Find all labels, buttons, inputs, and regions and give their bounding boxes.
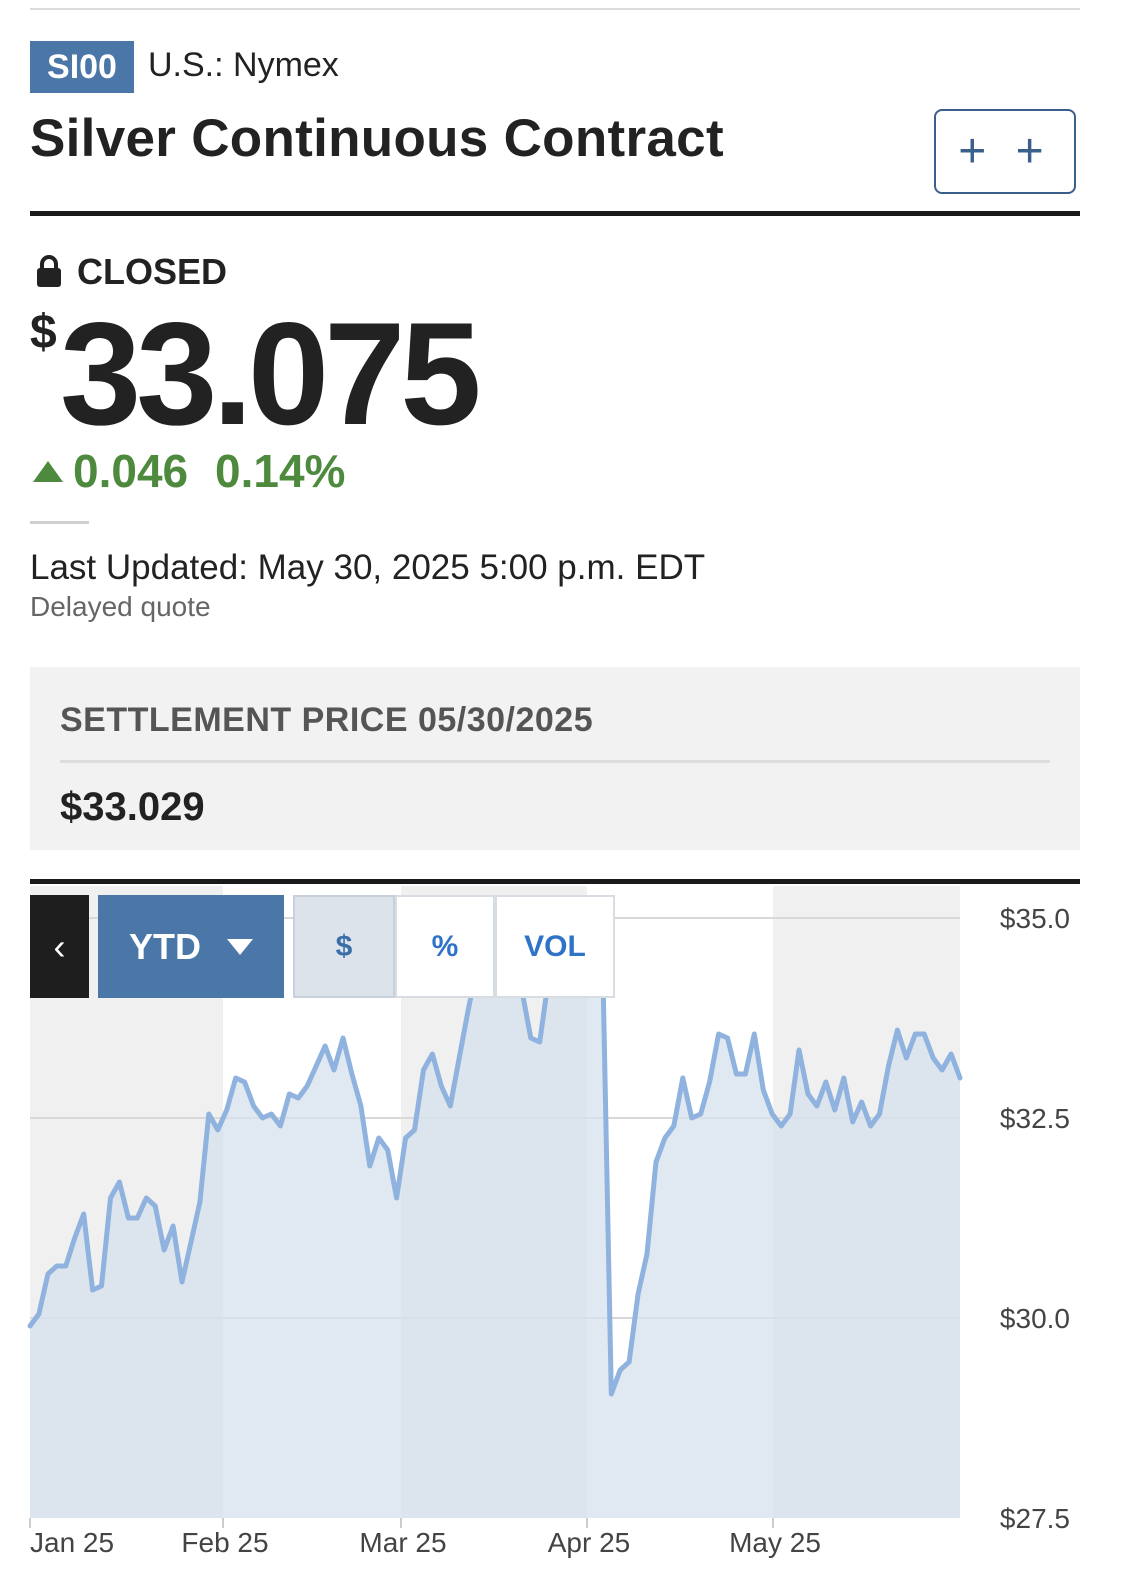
x-tick-label: Mar 25: [359, 1527, 446, 1558]
add-to-watchlist-button[interactable]: + +: [934, 109, 1076, 194]
top-divider: [30, 8, 1080, 10]
x-tick-label: Apr 25: [548, 1527, 631, 1558]
chart-back-button[interactable]: ‹: [30, 895, 89, 998]
range-dropdown[interactable]: YTD: [98, 895, 284, 998]
x-tick-label: Jan 25: [30, 1527, 114, 1558]
mode-dollar-button[interactable]: $: [293, 895, 395, 998]
last-updated: Last Updated: May 30, 2025 5:00 p.m. EDT: [30, 548, 706, 587]
header-divider: [30, 211, 1080, 216]
price-area: [30, 914, 960, 1518]
y-tick-label: $27.5: [1000, 1503, 1070, 1534]
delayed-quote-note: Delayed quote: [30, 591, 211, 622]
range-label: YTD: [129, 925, 201, 967]
price-change: 0.046: [73, 445, 189, 497]
chevron-down-icon: [227, 938, 253, 955]
mode-volume-button[interactable]: VOL: [495, 895, 615, 998]
up-arrow-icon: [33, 461, 63, 482]
chart-divider: [30, 879, 1080, 884]
settlement-panel: SETTLEMENT PRICE 05/30/2025 $33.029: [30, 667, 1080, 850]
market-status: CLOSED: [77, 251, 228, 292]
y-tick-label: $32.5: [1000, 1103, 1070, 1134]
ticker-badge: SI00: [30, 41, 134, 93]
price-change-percent: 0.14%: [215, 445, 346, 497]
small-divider: [30, 521, 89, 524]
mode-percent-button[interactable]: %: [395, 895, 495, 998]
settlement-label: SETTLEMENT PRICE 05/30/2025: [60, 701, 594, 739]
settlement-divider: [60, 760, 1050, 763]
exchange-label: U.S.: Nymex: [148, 46, 339, 84]
y-tick-label: $35.0: [1000, 903, 1070, 934]
currency-symbol: $: [30, 306, 57, 359]
page-title: Silver Continuous Contract: [30, 109, 724, 168]
x-tick-label: Feb 25: [181, 1527, 268, 1558]
last-price: 33.075: [60, 292, 482, 455]
y-tick-label: $30.0: [1000, 1303, 1070, 1334]
x-tick-label: May 25: [729, 1527, 821, 1558]
settlement-value: $33.029: [60, 785, 205, 829]
lock-icon: [37, 255, 61, 287]
